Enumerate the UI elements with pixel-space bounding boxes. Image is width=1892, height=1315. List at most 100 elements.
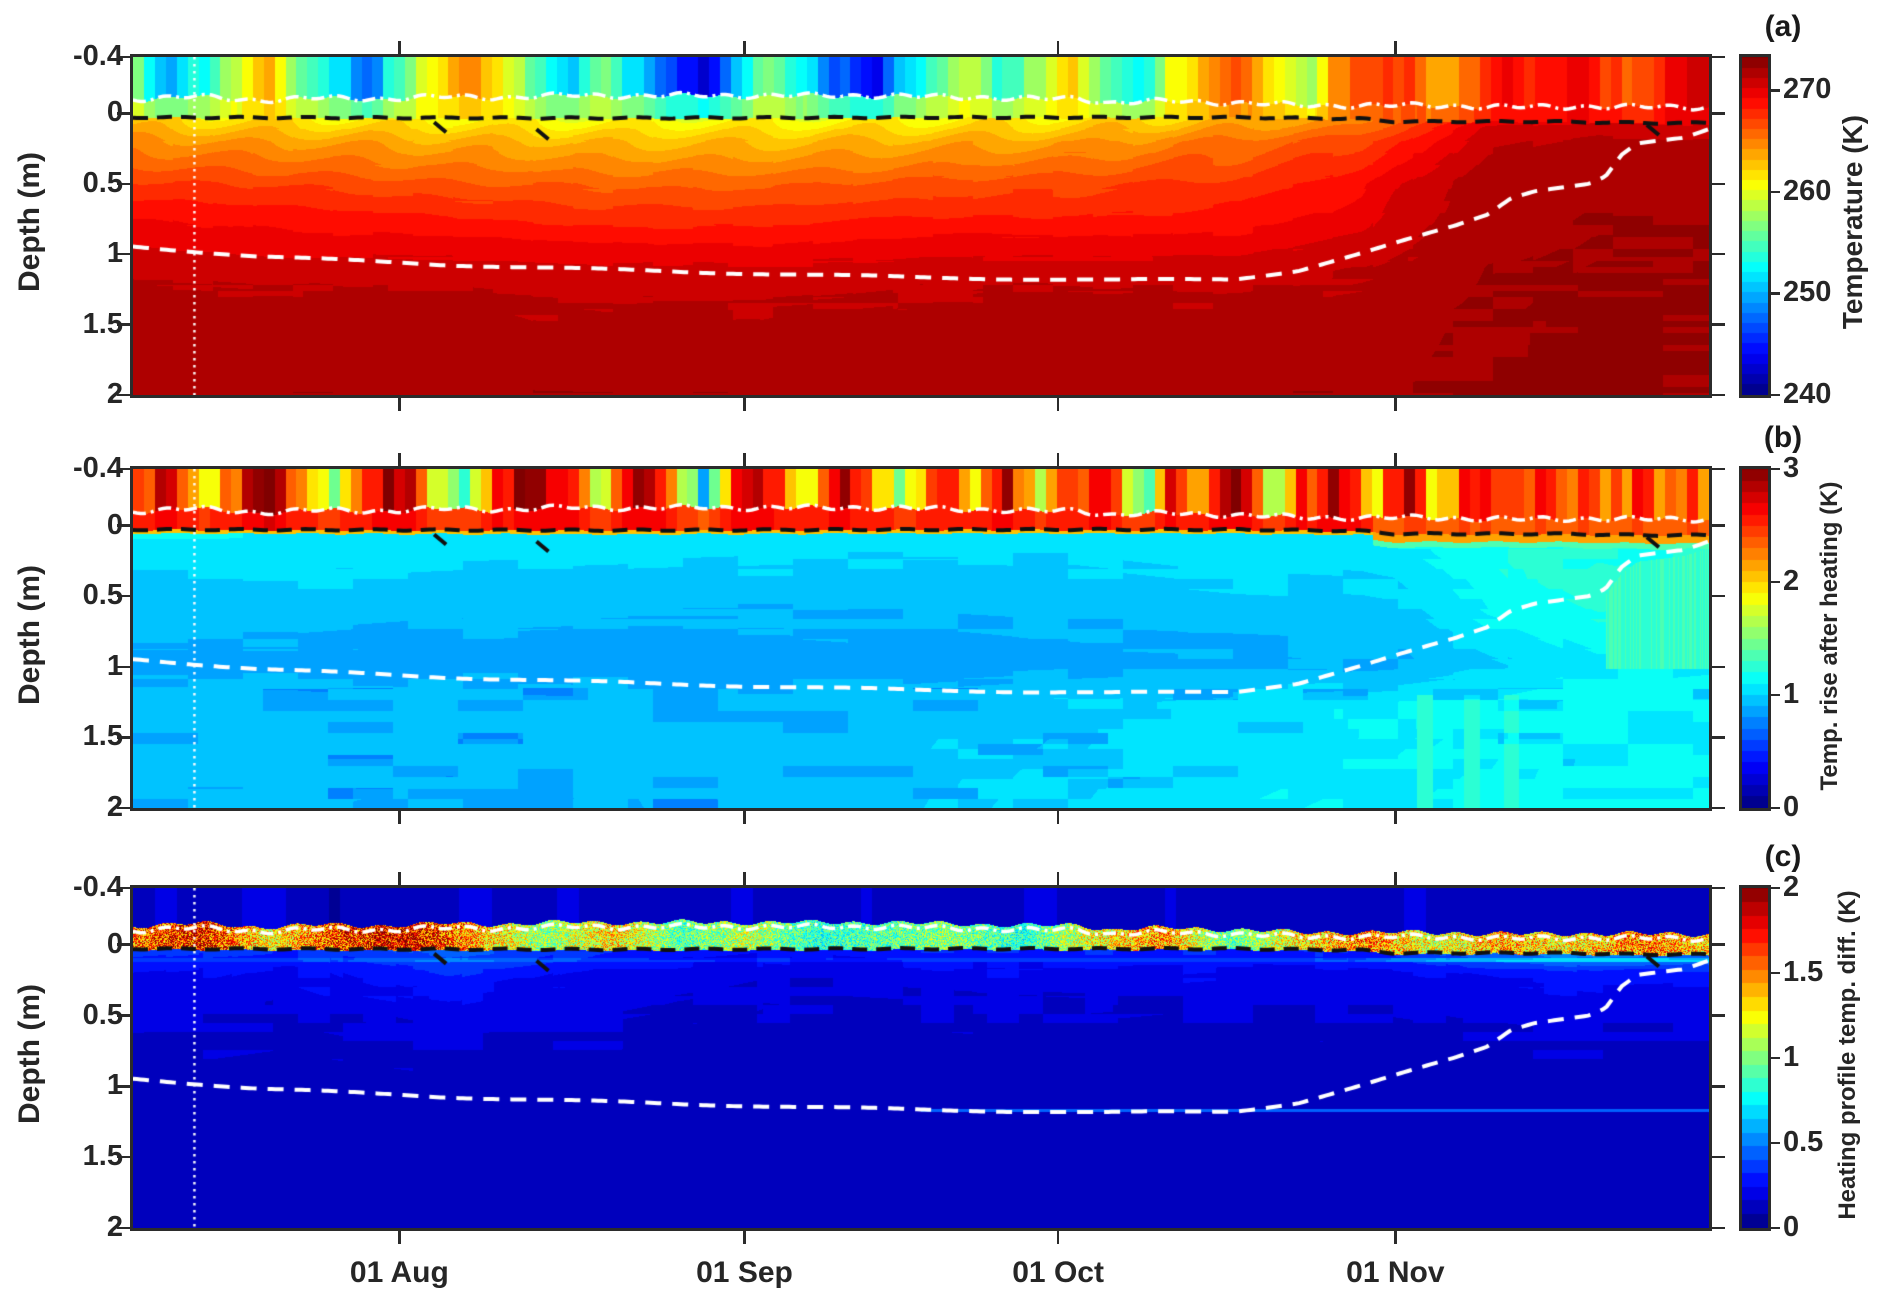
colorbar-tick-label: 0 [1783,791,1800,823]
y-tick-label: 0.5 [82,579,123,612]
y-tick-mark [117,323,130,326]
y-tick-label: 0 [106,508,123,541]
y-tick-label: 1 [106,237,123,270]
y-tick-label: 0.5 [82,166,123,199]
y-tick-label: 2 [106,378,123,410]
x-tick-mark [398,811,401,824]
y-tick-label: 2 [106,791,123,823]
panel-label-a: (a) [1764,10,1802,43]
x-tick-mark [1056,811,1060,824]
x-tick-mark [1394,453,1397,466]
heatmap-temperature [130,54,1712,398]
x-tick-mark [1056,453,1060,466]
colorbar-heating-profile-diff [1739,885,1771,1231]
y-tick-mark [1712,524,1725,527]
colorbar-tick-mark [1771,886,1780,890]
y-tick-mark [1712,393,1725,397]
y-tick-label: 0 [106,96,123,129]
colorbar-tick-label: 260 [1783,174,1832,207]
x-tick-mark [398,41,401,54]
x-tick-mark [1394,872,1397,885]
x-tick-mark [398,872,401,885]
y-tick-mark [1712,943,1725,946]
y-tick-mark [1712,665,1725,668]
y-tick-mark [1712,182,1725,185]
y-tick-mark [117,665,130,668]
colorbar-tick-mark [1771,292,1780,295]
colorbar-tick-mark [1771,1141,1780,1145]
x-tick-mark [398,398,401,411]
x-tick-label: 01 Sep [696,1256,793,1289]
y-tick-mark [117,182,130,185]
y-tick-label: 1 [106,1069,123,1102]
y-tick-label: 1.5 [82,720,123,753]
colorbar-temp-rise [1739,466,1771,811]
x-tick-mark [398,453,401,466]
y-tick-mark [117,1155,130,1159]
colorbar-tick-label: 1.5 [1783,956,1824,988]
x-tick-mark [1394,41,1397,54]
y-tick-mark [117,55,130,59]
colorbar-tick-label: 2 [1783,565,1800,597]
x-tick-mark [1056,872,1060,885]
colorbar-tick-label: 1 [1783,678,1800,710]
colorbar-temperature [1739,54,1771,398]
x-tick-mark [1394,1231,1397,1244]
y-tick-mark [117,393,130,397]
colorbar-tick-mark [1771,467,1780,471]
y-tick-mark [117,1085,130,1088]
y-tick-label: -0.4 [73,452,123,484]
colorbar-tick-label: 250 [1783,276,1832,309]
y-tick-mark [1712,736,1725,739]
colorbar-tick-label: 2 [1783,871,1800,903]
y-tick-mark [1712,1085,1725,1088]
colorbar-tick-label: 3 [1783,452,1800,484]
y-tick-mark [117,252,130,256]
x-tick-mark [743,398,746,411]
y-tick-mark [117,736,130,739]
colorbar-tick-label: 0.5 [1783,1126,1824,1158]
x-tick-mark [743,453,746,466]
colorbar-tick-label: 0 [1783,1211,1800,1243]
x-tick-mark [398,1231,401,1244]
y-tick-label: 1 [106,649,123,682]
y-tick-label: 2 [106,1211,123,1243]
y-tick-mark [1712,886,1725,890]
y-tick-mark [1712,594,1725,598]
colorbar-tick-mark [1771,190,1780,194]
colorbar-tick-mark [1771,580,1780,584]
y-tick-mark [1712,806,1725,810]
y-tick-mark [1712,1226,1725,1230]
x-tick-label: 01 Nov [1346,1256,1445,1289]
colorbar-tick-mark [1771,89,1780,92]
x-tick-mark [743,811,746,824]
x-tick-mark [1056,41,1060,54]
colorbar-tick-mark [1771,1226,1780,1230]
y-tick-label: 1.5 [82,1140,123,1173]
y-tick-mark [117,524,130,527]
x-tick-mark [1394,811,1397,824]
y-tick-mark [117,1226,130,1230]
y-tick-label: 0.5 [82,998,123,1031]
heatmap-temp-rise [130,466,1712,811]
x-tick-mark [743,1231,746,1244]
y-tick-mark [117,594,130,598]
y-tick-mark [1712,112,1725,115]
heatmap-heating-profile-diff [130,885,1712,1231]
y-tick-mark [117,467,130,471]
panel-label-c: (c) [1764,840,1802,873]
x-tick-mark [743,41,746,54]
y-tick-mark [1712,252,1725,256]
y-tick-mark [117,943,130,946]
colorbar-tick-mark [1771,806,1780,810]
y-tick-label: -0.4 [73,871,123,903]
y-tick-mark [117,806,130,810]
y-tick-label: 0 [106,927,123,960]
y-tick-mark [1712,1155,1725,1159]
colorbar-tick-mark [1771,693,1780,697]
colorbar-tick-label: 1 [1783,1041,1800,1073]
panel-label-b: (b) [1763,421,1803,454]
x-tick-mark [1394,398,1397,411]
colorbar-tick-mark [1771,393,1780,397]
